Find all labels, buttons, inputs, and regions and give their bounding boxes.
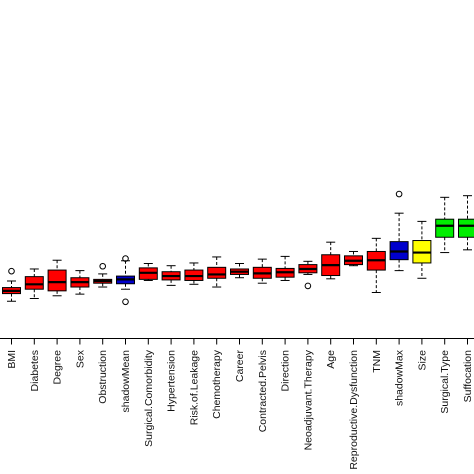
x-tick-label-hypertension: Hypertension	[166, 350, 178, 412]
box-shadowmax	[389, 190, 409, 272]
box-contracted-pelvis	[252, 258, 272, 284]
box-body	[207, 266, 227, 279]
box-body	[24, 276, 44, 290]
box-chemotherapy	[207, 256, 227, 288]
x-tick-label-direction: Direction	[280, 350, 292, 392]
x-tick-label-diabetes: Diabetes	[29, 350, 41, 391]
outlier-point	[395, 190, 403, 198]
x-tick-labels: BMI Diabetes Degree Sex Obstruction shadowMea…	[6, 349, 474, 469]
box-shadowmean	[116, 255, 135, 306]
box-career	[230, 263, 249, 279]
box-risk-of-leakage	[184, 262, 204, 285]
x-tick-label-contracted-pelvis: Contracted.Pelvis	[257, 350, 269, 432]
box-reproductive-dysfunction	[344, 250, 363, 267]
outlier-point	[99, 262, 106, 270]
x-tick-label-surgical-comorbidity: Surgical.Comorbidity	[143, 349, 155, 447]
box-body	[435, 218, 455, 238]
x-tick-label-degree: Degree	[52, 350, 64, 385]
x-tick-label-tnm: TNM	[371, 350, 383, 373]
box-diabetes	[24, 268, 44, 300]
x-tick-label-career: Career	[234, 350, 246, 383]
x-tick-label-sex: Sex	[74, 349, 86, 368]
x-tick-label-bmi: BMI	[6, 350, 18, 369]
box-series	[2, 190, 474, 306]
x-tick-label-reproductive-dysfunction: Reproductive.Dysfunction	[348, 350, 360, 470]
box-obstruction	[93, 262, 113, 288]
box-surgical-comorbidity	[138, 263, 158, 281]
box-neoadjuvant-therapy	[298, 260, 318, 290]
x-tick-label-shadowmax: shadowMax	[394, 349, 406, 406]
x-tick-label-risk-of-leakage: Risk.of.Leakage	[188, 350, 200, 425]
box-body	[458, 218, 474, 238]
x-tick-label-surgical-type: Surgical.Type	[439, 350, 451, 414]
box-suffocation	[458, 195, 474, 251]
box-degree	[47, 259, 67, 297]
box-body	[47, 269, 67, 292]
box-sex	[70, 270, 90, 295]
x-tick-label-obstruction: Obstruction	[97, 350, 109, 404]
box-direction	[275, 255, 295, 281]
box-bmi	[2, 267, 21, 302]
box-size	[412, 220, 432, 279]
outlier-point	[122, 298, 129, 306]
outlier-point	[304, 282, 312, 290]
box-hypertension	[161, 265, 181, 286]
x-tick-label-neoadjuvant-therapy: Neoadjuvant.Therapy	[302, 349, 314, 450]
outlier-point	[122, 255, 129, 262]
x-tick-label-age: Age	[325, 350, 337, 369]
x-tick-label-shadowmean: shadowMean	[120, 350, 132, 413]
box-age	[321, 241, 341, 280]
x-axis-ticks	[11, 338, 468, 345]
x-tick-label-chemotherapy: Chemotherapy	[211, 349, 223, 419]
x-tick-label-size: Size	[416, 350, 428, 371]
outlier-point	[8, 267, 15, 275]
x-tick-label-suffocation: Suffocation	[462, 350, 474, 403]
box-tnm	[366, 237, 386, 293]
box-surgical-type	[435, 196, 455, 254]
